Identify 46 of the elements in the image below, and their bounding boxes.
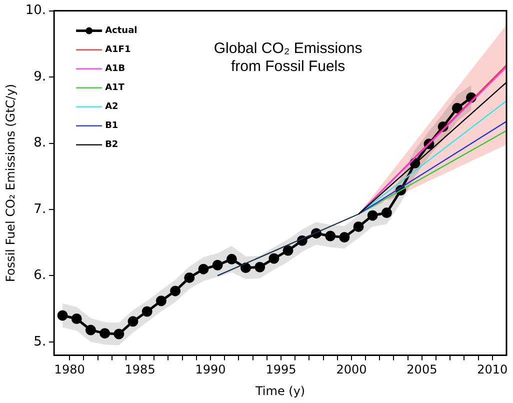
legend-label: A1B	[105, 64, 126, 74]
x-tick-label: 1995	[266, 362, 296, 377]
y-tick-label: 9.	[34, 69, 46, 84]
y-tick-label: 6.	[34, 268, 46, 284]
point	[254, 262, 266, 272]
point	[170, 286, 181, 296]
point	[381, 208, 392, 218]
point	[353, 221, 364, 232]
point	[212, 260, 223, 270]
point	[226, 254, 237, 264]
legend-label: A1T	[105, 83, 126, 94]
legend-label: Actual	[105, 26, 138, 36]
point	[156, 296, 166, 306]
point	[452, 102, 462, 114]
point	[57, 310, 68, 321]
point	[142, 306, 152, 317]
legend-label: A2	[105, 102, 118, 112]
point	[184, 272, 195, 283]
x-axis-title: Time (y)	[254, 384, 306, 398]
point	[268, 253, 280, 264]
x-tick-label: 2005	[406, 362, 438, 377]
point	[85, 324, 96, 336]
legend-label: B1	[105, 121, 118, 132]
point	[71, 314, 82, 324]
x-tick-label: 1990	[195, 362, 226, 377]
point	[114, 328, 124, 340]
y-tick-label: 10.	[25, 3, 46, 18]
point	[128, 316, 138, 327]
y-tick-label: 5.	[34, 334, 46, 350]
legend-label: B2	[105, 140, 118, 150]
point	[100, 328, 110, 339]
x-tick-label: 2010	[477, 362, 508, 377]
text: Global CO₂ Emissions from Fossil Fuels	[214, 40, 362, 75]
y-tick-label: 7.	[34, 202, 46, 217]
point	[339, 232, 350, 243]
x-tick-label: 2000	[336, 362, 367, 377]
legend-label: A1F1	[105, 45, 131, 56]
point	[367, 210, 378, 221]
point	[198, 264, 209, 274]
y-axis-title: Fossil Fuel CO₂ Emissions (GtC/y)	[3, 84, 18, 282]
point	[282, 245, 294, 256]
y-tick-label: 8.	[34, 136, 46, 151]
x-tick-label: 1985	[124, 362, 156, 377]
point	[325, 230, 336, 242]
x-tick-label: 1980	[54, 362, 85, 377]
point	[240, 262, 252, 274]
